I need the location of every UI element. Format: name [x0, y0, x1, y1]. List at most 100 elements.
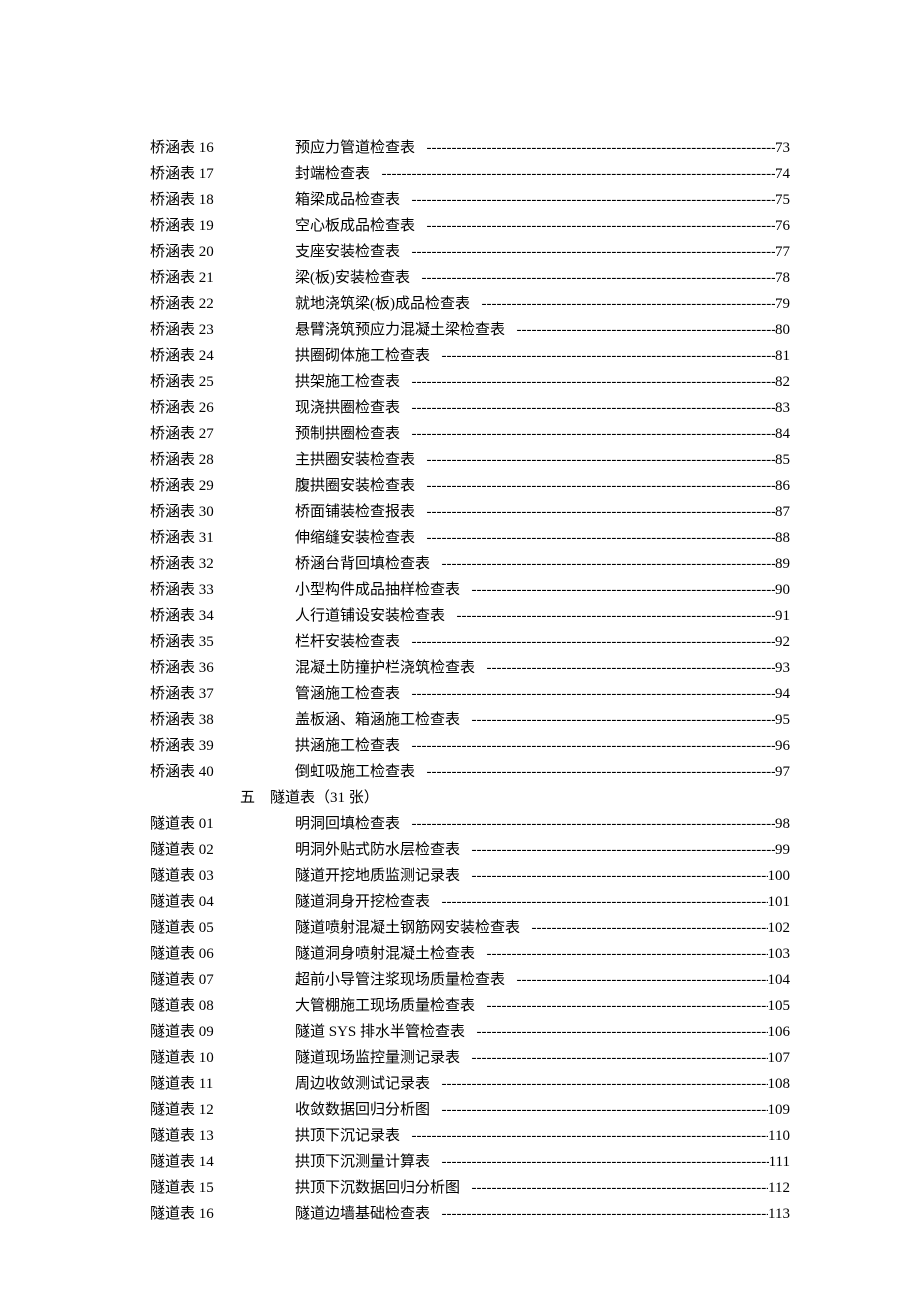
toc-leader: ----------------------------------------… [408, 629, 775, 655]
toc-label: 桥涵表 25 [150, 369, 265, 395]
toc-page: 79 [775, 291, 790, 317]
toc-title: 周边收敛测试记录表 [265, 1071, 438, 1097]
toc-title: 梁(板)安装检查表 [265, 265, 418, 291]
toc-label: 隧道表 13 [150, 1123, 265, 1149]
toc-entry: 隧道表 16隧道边墙基础检查表 ------------------------… [150, 1201, 790, 1227]
toc-label: 桥涵表 33 [150, 577, 265, 603]
toc-leader: ----------------------------------------… [478, 291, 776, 317]
toc-leader: ----------------------------------------… [468, 707, 775, 733]
toc-leader: ----------------------------------------… [423, 499, 775, 525]
toc-leader: ----------------------------------------… [423, 759, 775, 785]
toc-label: 桥涵表 16 [150, 135, 265, 161]
toc-leader: ----------------------------------------… [513, 317, 775, 343]
toc-page: 107 [768, 1045, 791, 1071]
toc-entry: 隧道表 06隧道洞身喷射混凝土检查表 ---------------------… [150, 941, 790, 967]
section-title: 隧道表（31 张） [265, 785, 379, 811]
toc-page: 93 [775, 655, 790, 681]
toc-title: 拱架施工检查表 [265, 369, 408, 395]
section-number: 五 [150, 785, 265, 811]
toc-title: 隧道开挖地质监测记录表 [265, 863, 468, 889]
toc-title: 现浇拱圈检查表 [265, 395, 408, 421]
toc-page: 106 [768, 1019, 791, 1045]
toc-page: 101 [768, 889, 791, 915]
toc-entry: 隧道表 12收敛数据回归分析图 ------------------------… [150, 1097, 790, 1123]
toc-entry: 桥涵表 31伸缩缝安装检查表 -------------------------… [150, 525, 790, 551]
toc-entry: 桥涵表 37管涵施工检查表 --------------------------… [150, 681, 790, 707]
toc-leader: ----------------------------------------… [408, 421, 775, 447]
toc-title: 混凝土防撞护栏浇筑检查表 [265, 655, 483, 681]
toc-entry: 桥涵表 23悬臂浇筑预应力混凝土梁检查表 -------------------… [150, 317, 790, 343]
toc-page: 81 [775, 343, 790, 369]
toc-entry: 桥涵表 33小型构件成品抽样检查表 ----------------------… [150, 577, 790, 603]
toc-title: 封端检查表 [265, 161, 378, 187]
toc-entry: 桥涵表 32桥涵台背回填检查表 ------------------------… [150, 551, 790, 577]
toc-leader: ----------------------------------------… [423, 525, 775, 551]
toc-leader: ----------------------------------------… [528, 915, 768, 941]
toc-label: 隧道表 06 [150, 941, 265, 967]
toc-leader: ----------------------------------------… [423, 473, 775, 499]
toc-label: 桥涵表 37 [150, 681, 265, 707]
toc-label: 桥涵表 17 [150, 161, 265, 187]
toc-title: 超前小导管注浆现场质量检查表 [265, 967, 513, 993]
toc-label: 桥涵表 40 [150, 759, 265, 785]
toc-page: 105 [768, 993, 791, 1019]
toc-leader: ----------------------------------------… [468, 837, 775, 863]
toc-leader: ----------------------------------------… [418, 265, 776, 291]
toc-leader: ----------------------------------------… [468, 863, 768, 889]
toc-page: 95 [775, 707, 790, 733]
toc-title: 隧道洞身开挖检查表 [265, 889, 438, 915]
toc-leader: ----------------------------------------… [468, 577, 775, 603]
toc-label: 隧道表 08 [150, 993, 265, 1019]
toc-title: 拱圈砌体施工检查表 [265, 343, 438, 369]
toc-title: 拱顶下沉测量计算表 [265, 1149, 438, 1175]
toc-page: 102 [768, 915, 791, 941]
toc-title: 预应力管道检查表 [265, 135, 423, 161]
toc-label: 隧道表 09 [150, 1019, 265, 1045]
toc-entry: 桥涵表 27预制拱圈检查表 --------------------------… [150, 421, 790, 447]
toc-leader: ----------------------------------------… [483, 941, 768, 967]
toc-page: 111 [769, 1149, 790, 1175]
toc-page: 94 [775, 681, 790, 707]
toc-label: 桥涵表 23 [150, 317, 265, 343]
toc-page: 80 [775, 317, 790, 343]
toc-label: 桥涵表 28 [150, 447, 265, 473]
toc-entry: 隧道表 02明洞外贴式防水层检查表 ----------------------… [150, 837, 790, 863]
toc-page: 97 [775, 759, 790, 785]
toc-leader: ----------------------------------------… [438, 889, 768, 915]
toc-page: 104 [768, 967, 791, 993]
toc-entry: 隧道表 09隧道 SYS 排水半管检查表 -------------------… [150, 1019, 790, 1045]
toc-leader: ----------------------------------------… [468, 1045, 768, 1071]
toc-label: 隧道表 10 [150, 1045, 265, 1071]
toc-page: 100 [768, 863, 791, 889]
toc-label: 桥涵表 26 [150, 395, 265, 421]
toc-title: 伸缩缝安装检查表 [265, 525, 423, 551]
toc-leader: ----------------------------------------… [408, 395, 775, 421]
toc-page: 88 [775, 525, 790, 551]
toc-leader: ----------------------------------------… [378, 161, 775, 187]
toc-page: 108 [768, 1071, 791, 1097]
toc-entry: 桥涵表 19空心板成品检查表 -------------------------… [150, 213, 790, 239]
toc-title: 拱顶下沉数据回归分析图 [265, 1175, 468, 1201]
toc-page: 75 [775, 187, 790, 213]
toc-label: 隧道表 11 [150, 1071, 265, 1097]
toc-title: 管涵施工检查表 [265, 681, 408, 707]
toc-page: 83 [775, 395, 790, 421]
toc-leader: ----------------------------------------… [408, 239, 775, 265]
toc-title: 支座安装检查表 [265, 239, 408, 265]
toc-label: 隧道表 03 [150, 863, 265, 889]
toc-label: 桥涵表 18 [150, 187, 265, 213]
toc-label: 隧道表 07 [150, 967, 265, 993]
toc-leader: ----------------------------------------… [438, 1071, 768, 1097]
toc-entry: 桥涵表 21梁(板)安装检查表 ------------------------… [150, 265, 790, 291]
toc-title: 隧道喷射混凝土钢筋网安装检查表 [265, 915, 528, 941]
toc-label: 隧道表 01 [150, 811, 265, 837]
toc-entry: 隧道表 07超前小导管注浆现场质量检查表 -------------------… [150, 967, 790, 993]
toc-title: 大管棚施工现场质量检查表 [265, 993, 483, 1019]
toc-label: 桥涵表 19 [150, 213, 265, 239]
toc-title: 小型构件成品抽样检查表 [265, 577, 468, 603]
toc-label: 桥涵表 24 [150, 343, 265, 369]
toc-leader: ----------------------------------------… [408, 733, 775, 759]
toc-entry: 桥涵表 26现浇拱圈检查表 --------------------------… [150, 395, 790, 421]
toc-entry: 隧道表 13拱顶下沉记录表 --------------------------… [150, 1123, 790, 1149]
toc-title: 栏杆安装检查表 [265, 629, 408, 655]
